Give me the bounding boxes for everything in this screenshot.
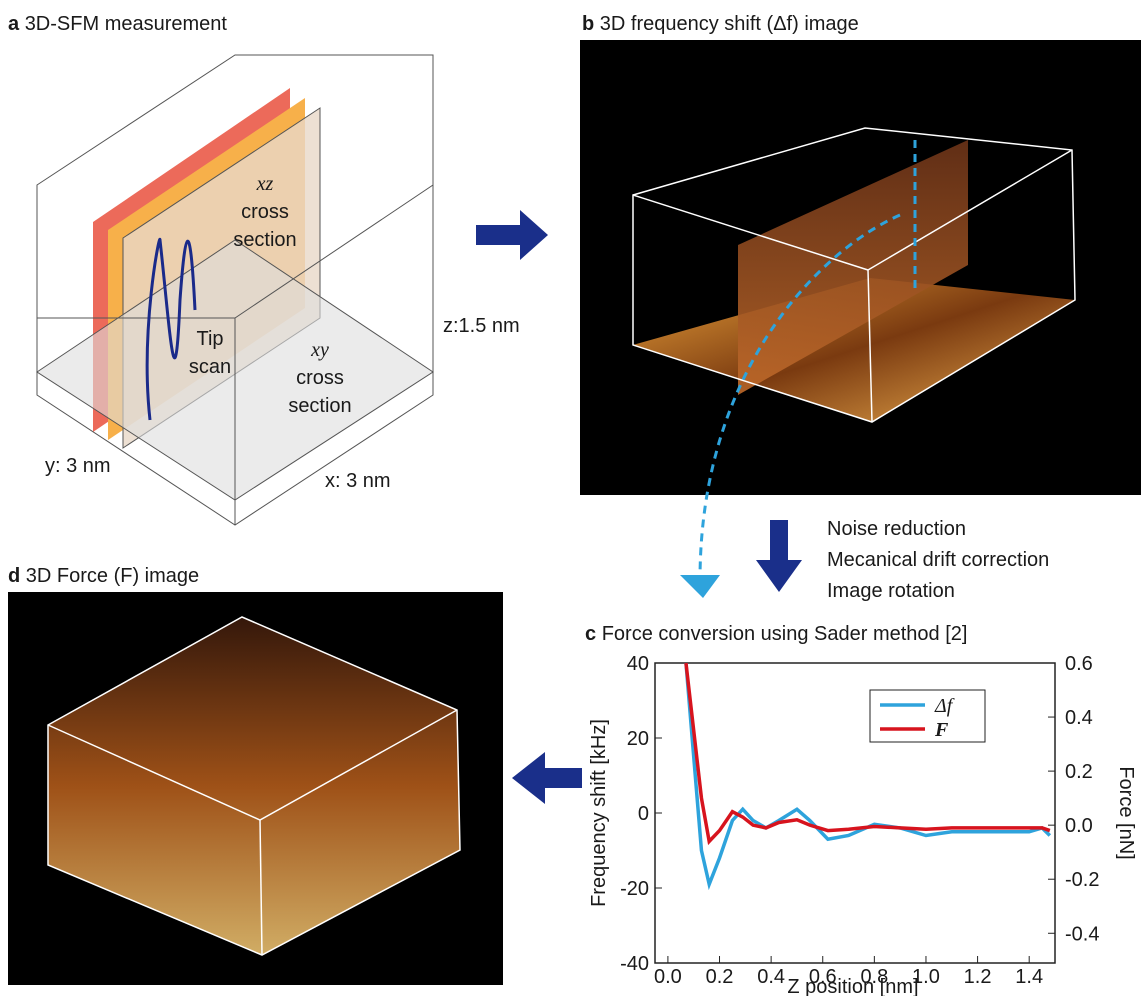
x-tick-label: 0.6 bbox=[809, 966, 837, 988]
step: Noise reduction bbox=[827, 518, 966, 540]
legend-box bbox=[870, 690, 985, 742]
step: Image rotation bbox=[827, 580, 955, 602]
y-axis-label: Frequency shift [kHz] bbox=[588, 719, 610, 907]
y2-tick-label: 0.2 bbox=[1065, 761, 1093, 783]
x-tick-label: 0.2 bbox=[706, 966, 734, 988]
label: Tip bbox=[196, 328, 223, 350]
label: section bbox=[233, 229, 296, 251]
figure: a 3D-SFM measurement xz cross section Ti… bbox=[0, 0, 1141, 996]
x-tick-label: 0.4 bbox=[757, 966, 785, 988]
panel-c-title: c Force conversion using Sader method [2… bbox=[585, 623, 967, 645]
arrow bbox=[756, 520, 802, 592]
arrow bbox=[512, 752, 582, 804]
y-tick-label: 0 bbox=[638, 803, 649, 825]
label: xy bbox=[310, 339, 329, 361]
label: scan bbox=[189, 356, 231, 378]
x-tick-label: 1.0 bbox=[912, 966, 940, 988]
label: cross bbox=[241, 201, 289, 223]
y-tick-label: 40 bbox=[627, 653, 649, 675]
legend-label: Δf bbox=[934, 695, 955, 717]
x-tick-label: 1.4 bbox=[1015, 966, 1043, 988]
dimension: y: 3 nm bbox=[45, 455, 111, 477]
label: section bbox=[288, 395, 351, 417]
label: xz bbox=[256, 173, 274, 195]
y-tick-label: -20 bbox=[620, 878, 649, 900]
dimension: x: 3 nm bbox=[325, 470, 391, 492]
y2-tick-label: -0.2 bbox=[1065, 869, 1099, 891]
y2-tick-label: 0.4 bbox=[1065, 707, 1093, 729]
data-line bbox=[686, 663, 1050, 841]
panel-b-image bbox=[580, 40, 1141, 598]
dimension: z:1.5 nm bbox=[443, 315, 520, 337]
legend-label: F bbox=[934, 719, 949, 741]
panel-d-title: d 3D Force (F) image bbox=[8, 565, 199, 587]
y2-tick-label: -0.4 bbox=[1065, 923, 1099, 945]
y-tick-label: 20 bbox=[627, 728, 649, 750]
arrow bbox=[476, 210, 548, 260]
step: Mecanical drift correction bbox=[827, 549, 1049, 571]
plot-frame bbox=[655, 663, 1055, 963]
x-tick-label: 0.0 bbox=[654, 966, 682, 988]
y2-tick-label: 0.0 bbox=[1065, 815, 1093, 837]
x-tick-label: 1.2 bbox=[964, 966, 992, 988]
panel-a-title: a 3D-SFM measurement bbox=[8, 13, 227, 35]
y2-tick-label: 0.6 bbox=[1065, 653, 1093, 675]
x-axis-label: Z position [nm] bbox=[787, 976, 918, 996]
y2-axis-label: Force [nN] bbox=[1115, 766, 1137, 859]
x-tick-label: 0.8 bbox=[860, 966, 888, 988]
panel-d-image bbox=[8, 592, 503, 985]
label: cross bbox=[296, 367, 344, 389]
data-line bbox=[686, 663, 1050, 884]
panel-b-title: b 3D frequency shift (Δf) image bbox=[582, 13, 859, 35]
y-tick-label: -40 bbox=[620, 953, 649, 975]
